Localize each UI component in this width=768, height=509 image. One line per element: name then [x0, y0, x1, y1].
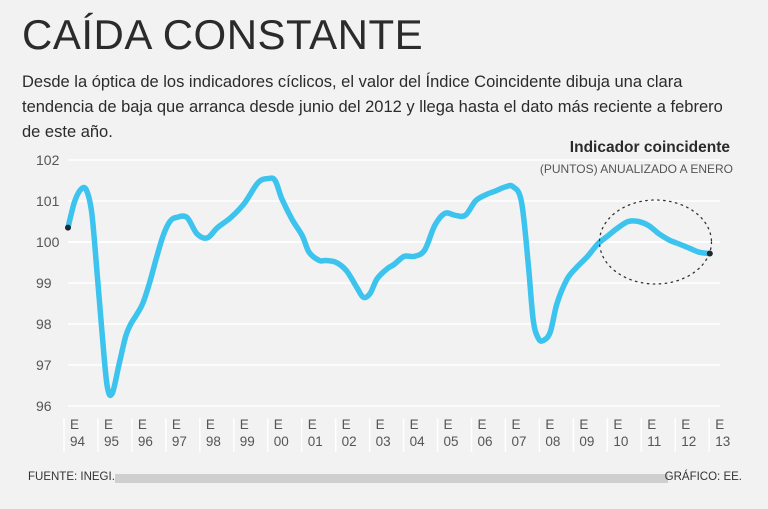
- x-tick-month: E: [240, 417, 249, 432]
- x-tick-month: E: [511, 417, 520, 432]
- x-tick-year: 03: [376, 434, 391, 449]
- x-tick-month: E: [647, 417, 656, 432]
- chart-subtitle: (PUNTOS) ANUALIZADO A ENERO: [540, 162, 733, 176]
- x-tick-year: 10: [613, 434, 628, 449]
- x-tick-year: 06: [478, 434, 493, 449]
- y-tick-label: 100: [36, 234, 60, 250]
- y-tick-label: 96: [36, 398, 52, 414]
- x-tick-year: 99: [240, 434, 255, 449]
- x-tick-month: E: [478, 417, 487, 432]
- footer-divider: [115, 474, 668, 483]
- series-line: [65, 175, 713, 399]
- x-tick-year: 94: [70, 434, 86, 449]
- x-tick-year: 97: [172, 434, 187, 449]
- series-start-point: [65, 224, 71, 231]
- x-tick-month: E: [274, 417, 283, 432]
- y-axis: 96 97 98 99 100 101 102: [36, 152, 60, 414]
- x-axis: E 94 E 95 E 96 E 97 E 98 E 99 E 00 E 01 E 02 E 03 E 04 E 05 E 06 E…: [63, 417, 730, 452]
- source-note: FUENTE: INEGI.: [28, 471, 115, 483]
- y-tick-label: 99: [36, 275, 52, 291]
- x-tick-year: 13: [715, 434, 730, 449]
- page-subtitle: Desde la óptica de los indicadores cícli…: [22, 73, 723, 141]
- y-tick-label: 97: [36, 357, 52, 373]
- x-tick-year: 02: [342, 434, 357, 449]
- x-tick-year: 95: [104, 434, 119, 449]
- chart-title: Indicador coincidente: [570, 139, 731, 156]
- chart-container: 96 97 98 99 100 101 102 E 94 E 95 E 96 E 97 E 98 E 99 E 00 E…: [0, 130, 768, 460]
- x-tick-year: 98: [206, 434, 221, 449]
- x-tick-month: E: [715, 417, 724, 432]
- x-tick-month: E: [579, 417, 588, 432]
- highlight-ellipse: [598, 199, 713, 285]
- x-tick-month: E: [410, 417, 419, 432]
- x-tick-year: 11: [647, 434, 661, 449]
- x-tick-month: E: [681, 417, 690, 432]
- x-tick-month: E: [206, 417, 215, 432]
- x-tick-year: 01: [308, 434, 323, 449]
- x-tick-month: E: [308, 417, 317, 432]
- x-tick-year: 09: [579, 434, 594, 449]
- y-tick-label: 101: [36, 193, 60, 209]
- x-tick-month: E: [70, 417, 79, 432]
- x-tick-year: 12: [681, 434, 696, 449]
- x-tick-month: E: [172, 417, 181, 432]
- x-tick-month: E: [613, 417, 622, 432]
- series: [65, 175, 713, 399]
- x-tick-month: E: [444, 417, 453, 432]
- y-tick-label: 102: [36, 152, 60, 168]
- x-tick-year: 08: [545, 434, 560, 449]
- grid: [68, 159, 720, 407]
- x-tick-year: 04: [410, 434, 426, 449]
- x-tick-month: E: [104, 417, 113, 432]
- y-tick-label: 98: [36, 316, 52, 332]
- x-tick-year: 96: [138, 434, 153, 449]
- x-tick-month: E: [342, 417, 351, 432]
- x-tick-year: 07: [511, 434, 526, 449]
- x-tick-year: 00: [274, 434, 289, 449]
- x-tick-month: E: [545, 417, 554, 432]
- x-tick-year: 05: [444, 434, 459, 449]
- x-tick-month: E: [376, 417, 385, 432]
- annotations: [598, 199, 713, 285]
- x-tick-month: E: [138, 417, 147, 432]
- credit-note: GRÁFICO: EE.: [664, 471, 742, 483]
- page-title: CAÍDA CONSTANTE: [22, 11, 424, 58]
